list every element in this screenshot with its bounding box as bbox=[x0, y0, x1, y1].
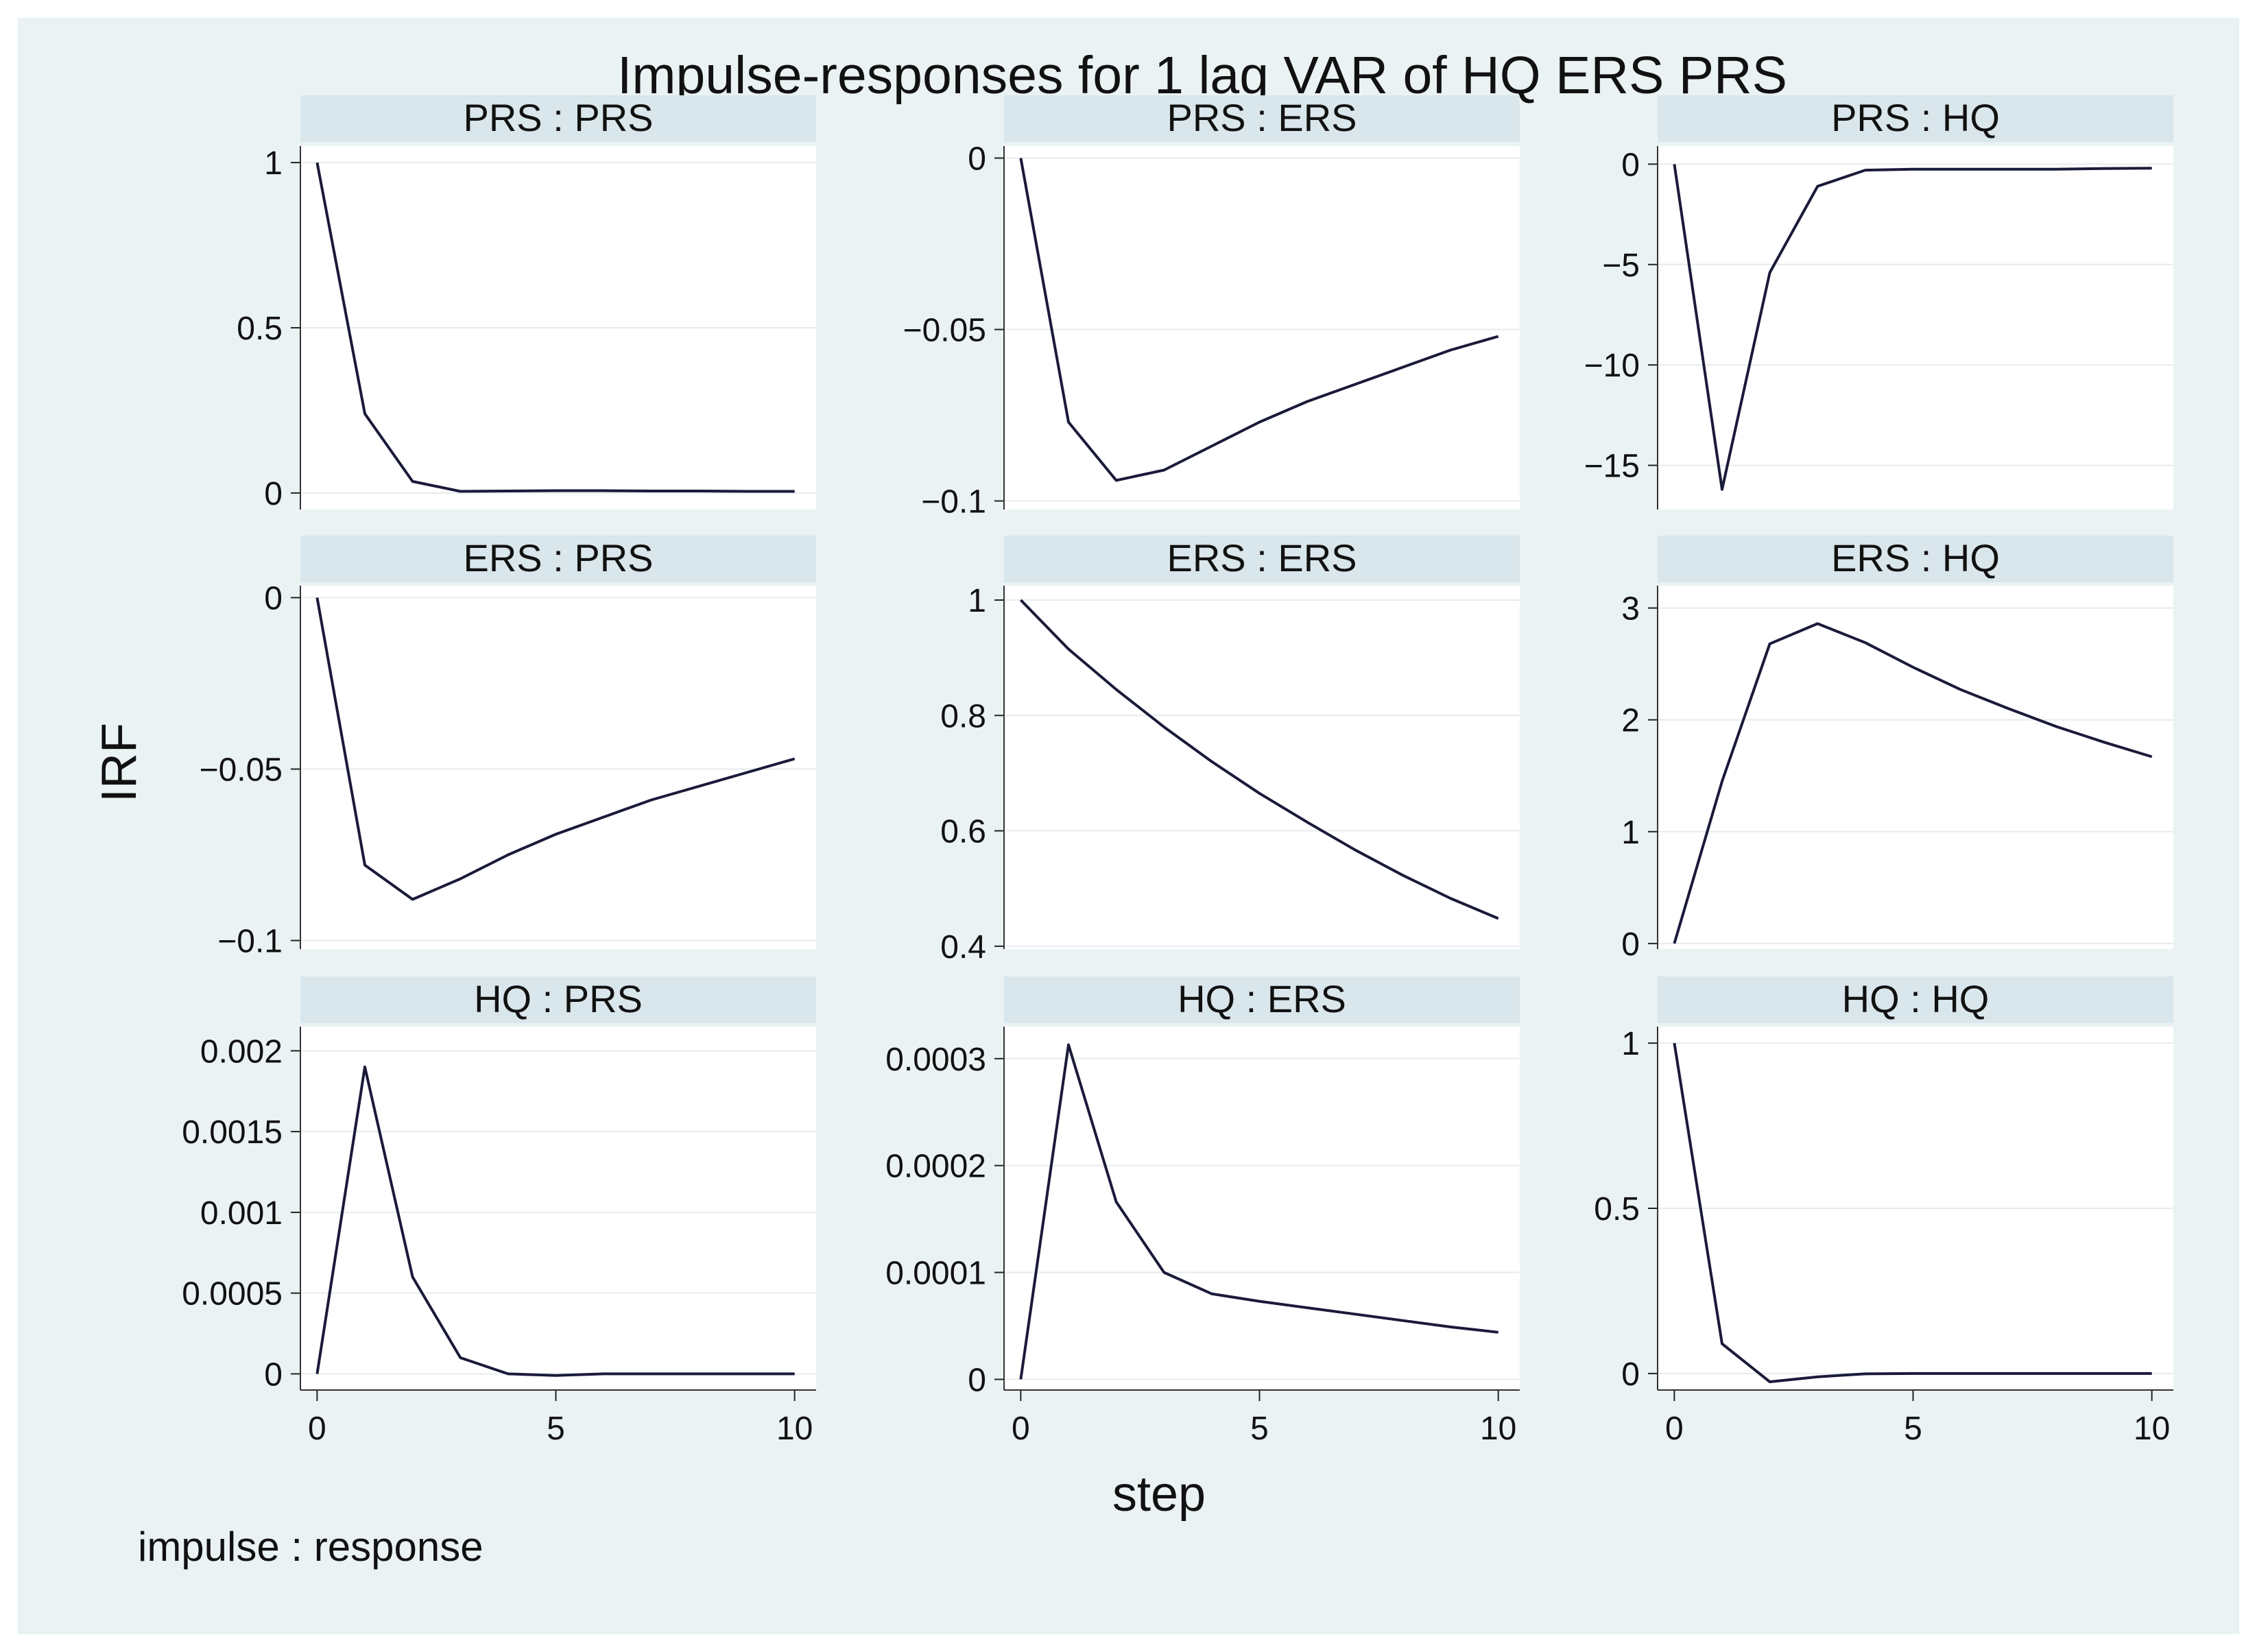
panel-label: PRS : ERS bbox=[1167, 96, 1357, 139]
irf-line bbox=[315, 162, 795, 493]
panel-strip bbox=[1658, 95, 2173, 142]
y-tick-label: −0.1 bbox=[217, 924, 283, 960]
plot-area bbox=[1004, 586, 1520, 949]
irf-line bbox=[315, 597, 796, 901]
y-tick-label: 1 bbox=[968, 583, 986, 619]
y-axis-label: IRF bbox=[92, 723, 147, 802]
x-axis-label: step bbox=[1112, 1467, 1206, 1522]
irf-line bbox=[1019, 599, 1499, 920]
irf-line bbox=[1019, 158, 1499, 482]
y-tick-label: 0 bbox=[264, 476, 283, 512]
x-tick-label: 10 bbox=[2134, 1411, 2170, 1447]
y-tick-label: 0.6 bbox=[940, 814, 986, 850]
y-tick-label: 1 bbox=[1621, 1026, 1640, 1062]
irf-line bbox=[1019, 1043, 1498, 1380]
y-tick-label: 0.4 bbox=[940, 929, 986, 966]
x-tick-label: 0 bbox=[1012, 1411, 1030, 1447]
panel-strip bbox=[300, 536, 816, 582]
panel-7: HQ : PRS 0 0.0005 0.001 0.0015 0.002 0 5 10 bbox=[182, 977, 816, 1447]
irf-line bbox=[315, 1065, 795, 1377]
panel-strip bbox=[300, 95, 816, 142]
panel-6: ERS : HQ 0 1 2 3 bbox=[1621, 536, 2173, 963]
panel-label: ERS : HQ bbox=[1831, 536, 2000, 579]
y-tick-label: 0 bbox=[264, 1356, 283, 1393]
y-tick-label: 0 bbox=[968, 1362, 986, 1398]
y-tick-label: 0 bbox=[1621, 1356, 1640, 1393]
y-tick-label: 0.0002 bbox=[885, 1149, 986, 1185]
panel-label: HQ : HQ bbox=[1842, 977, 1990, 1020]
y-tick-label: 0 bbox=[264, 581, 283, 617]
plot-area bbox=[300, 1027, 816, 1390]
plot-area bbox=[1004, 1027, 1520, 1390]
chart-title: Impulse-responses for 1 lag VAR of HQ ER… bbox=[617, 46, 1787, 105]
panel-strip bbox=[1004, 977, 1520, 1023]
panel-1: PRS : PRS 0 0.5 1 bbox=[237, 95, 816, 512]
panel-5: ERS : ERS 0.4 0.6 0.8 1 bbox=[940, 536, 1520, 966]
y-tick-label: 0.0003 bbox=[885, 1042, 986, 1078]
y-tick-label: −5 bbox=[1602, 248, 1640, 284]
plot-area bbox=[1004, 146, 1520, 510]
y-tick-label: −0.05 bbox=[200, 752, 283, 789]
panel-strip bbox=[1658, 977, 2173, 1023]
chart-background: Impulse-responses for 1 lag VAR of HQ ER… bbox=[18, 18, 2239, 1634]
irf-line bbox=[1673, 164, 2152, 491]
y-tick-label: −10 bbox=[1584, 348, 1640, 384]
panel-label: PRS : PRS bbox=[464, 96, 654, 139]
panel-label: ERS : PRS bbox=[464, 536, 654, 579]
x-tick-label: 10 bbox=[1480, 1411, 1516, 1447]
y-tick-label: 3 bbox=[1621, 591, 1640, 627]
x-tick-label: 10 bbox=[776, 1411, 813, 1447]
y-tick-label: 0 bbox=[1621, 147, 1640, 183]
y-tick-label: 2 bbox=[1621, 703, 1640, 739]
irf-line bbox=[1673, 622, 2153, 944]
y-tick-label: 0 bbox=[1621, 926, 1640, 963]
panel-strip bbox=[1004, 536, 1520, 582]
y-tick-label: 0.0001 bbox=[885, 1256, 986, 1292]
y-tick-label: −0.1 bbox=[921, 484, 986, 520]
x-tick-label: 5 bbox=[1250, 1411, 1269, 1447]
plot-area bbox=[1658, 586, 2173, 949]
y-tick-label: 0.001 bbox=[200, 1195, 283, 1232]
y-tick-label: 0 bbox=[968, 141, 986, 178]
y-tick-label: 1 bbox=[1621, 815, 1640, 851]
panel-8: HQ : ERS 0 0.0001 0.0002 0.0003 0 5 10 bbox=[885, 977, 1520, 1447]
y-tick-label: 0.002 bbox=[200, 1033, 283, 1070]
panel-strip bbox=[300, 977, 816, 1023]
irf-chart: Impulse-responses for 1 lag VAR of HQ ER… bbox=[92, 46, 2173, 1570]
legend-note: impulse : response bbox=[138, 1524, 483, 1570]
y-tick-label: −0.05 bbox=[903, 313, 986, 349]
y-tick-label: 0.0015 bbox=[182, 1114, 283, 1151]
panel-label: ERS : ERS bbox=[1167, 536, 1357, 579]
y-tick-label: 1 bbox=[264, 145, 283, 182]
plot-area bbox=[1658, 146, 2173, 510]
panel-2: PRS : ERS −0.1 −0.05 0 bbox=[903, 95, 1520, 520]
panel-label: HQ : PRS bbox=[474, 977, 643, 1020]
panel-3: PRS : HQ −15 −10 −5 0 bbox=[1584, 95, 2173, 510]
panel-strip bbox=[1658, 536, 2173, 582]
x-tick-label: 5 bbox=[547, 1411, 565, 1447]
x-tick-label: 0 bbox=[1665, 1411, 1684, 1447]
x-tick-label: 5 bbox=[1904, 1411, 1922, 1447]
y-tick-label: 0.5 bbox=[1594, 1191, 1640, 1228]
y-tick-label: −15 bbox=[1584, 448, 1640, 485]
panel-strip bbox=[1004, 95, 1520, 142]
irf-line bbox=[1673, 1042, 2152, 1383]
panel-label: PRS : HQ bbox=[1831, 96, 2000, 139]
x-tick-label: 0 bbox=[308, 1411, 326, 1447]
panel-4: ERS : PRS −0.1 −0.05 0 bbox=[200, 536, 816, 960]
y-tick-label: 0.0005 bbox=[182, 1276, 283, 1313]
y-tick-label: 0.5 bbox=[237, 311, 283, 347]
y-tick-label: 0.8 bbox=[940, 698, 986, 734]
panel-label: HQ : ERS bbox=[1178, 977, 1346, 1020]
plot-area bbox=[300, 586, 816, 949]
